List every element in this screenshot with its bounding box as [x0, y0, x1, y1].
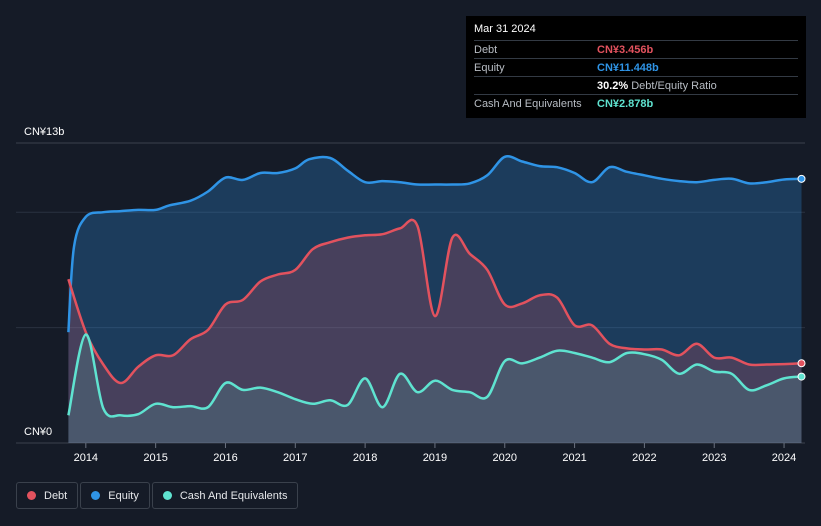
x-axis: 2014 2015 2016 2017 2018 2019 2020 2021 2022 2023…: [74, 443, 796, 464]
x-tick-label: 2014: [74, 452, 98, 464]
tooltip-value: CN¥3.456b: [597, 43, 654, 56]
x-tick-label: 2021: [562, 452, 586, 464]
tooltip-label: Debt: [474, 43, 498, 56]
x-tick-label: 2024: [772, 452, 796, 464]
debt-end-marker: [797, 359, 806, 368]
equity-dot-icon: [91, 491, 101, 500]
x-tick-label: 2017: [283, 452, 307, 464]
tooltip-row-debt: Debt CN¥3.456b: [474, 40, 798, 58]
x-tick-label: 2022: [632, 452, 656, 464]
series-areas: [68, 156, 802, 443]
x-tick-label: 2023: [702, 452, 726, 464]
tooltip-row-cash: Cash And Equivalents CN¥2.878b: [474, 94, 798, 112]
tooltip-row-ratio: 30.2% Debt/Equity Ratio: [474, 76, 798, 94]
x-tick-label: 2015: [143, 452, 167, 464]
series-lines: [67, 155, 802, 418]
y-axis-zero-label: CN¥0: [24, 426, 52, 438]
series-end-markers: [797, 174, 806, 381]
tooltip-label: Equity: [474, 61, 505, 74]
tooltip-label: Cash And Equivalents: [474, 97, 582, 110]
debt-area: [68, 219, 802, 443]
tooltip-value: CN¥2.878b: [597, 97, 654, 110]
data-tooltip: Mar 31 2024 Debt CN¥3.456b Equity CN¥11.…: [466, 16, 806, 118]
debt-dot-icon: [27, 491, 36, 500]
x-tick-label: 2018: [353, 452, 377, 464]
x-tick-label: 2019: [423, 452, 447, 464]
legend-label: Equity: [108, 489, 139, 502]
equity-line: [67, 155, 802, 333]
tooltip-suffix: Debt/Equity Ratio: [631, 79, 717, 92]
cash-and-equivalents-area: [68, 334, 802, 443]
legend-label: Debt: [44, 489, 68, 502]
legend-label: Cash And Equivalents: [179, 489, 288, 502]
tooltip-row-equity: Equity CN¥11.448b: [474, 58, 798, 76]
equity-end-marker: [797, 174, 806, 183]
tooltip-date: Mar 31 2024: [474, 23, 536, 35]
tooltip-value: CN¥11.448b: [597, 61, 659, 74]
legend-item-equity[interactable]: Equity: [80, 482, 150, 509]
grid-lines: [16, 142, 805, 444]
x-tick-label: 2020: [493, 452, 517, 464]
cash-and-equivalents-line: [67, 333, 802, 418]
legend-item-cash[interactable]: Cash And Equivalents: [151, 482, 299, 509]
equity-area: [68, 156, 802, 443]
chart-legend: Debt Equity Cash And Equivalents: [16, 482, 299, 509]
cash-and-equivalents-end-marker: [797, 372, 806, 381]
tooltip-value: 30.2%: [597, 79, 629, 92]
debt-line: [67, 218, 802, 385]
cash-dot-icon: [162, 491, 172, 500]
y-axis-top-label: CN¥13b: [24, 126, 64, 138]
legend-item-debt[interactable]: Debt: [16, 482, 79, 509]
x-tick-label: 2016: [213, 452, 237, 464]
